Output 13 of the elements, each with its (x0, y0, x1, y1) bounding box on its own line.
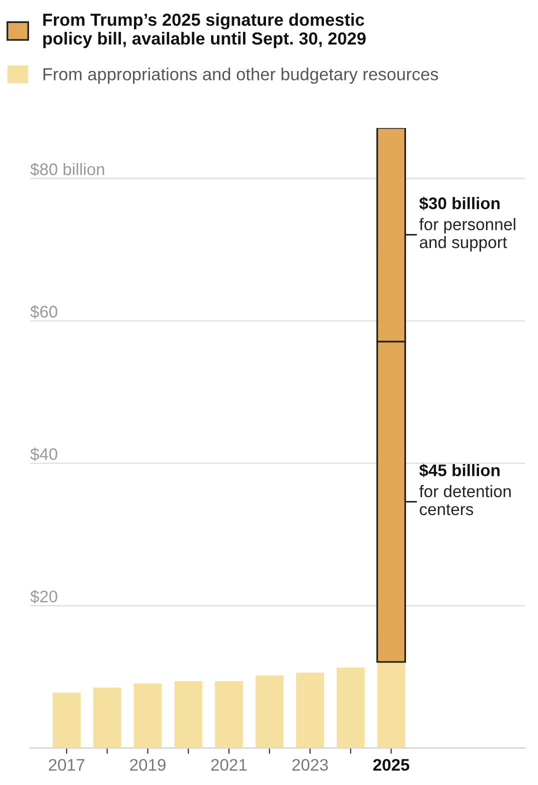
text: $45 billion for detention centers (419, 464, 511, 516)
x-tick-label: 2025 (373, 758, 410, 771)
x-tick-label: 2023 (292, 758, 328, 771)
legend-label: From appropriations and other budgetary resources (44, 68, 438, 84)
y-tick-label: $40 (30, 448, 58, 462)
text: $30 billion for personnel and support (419, 196, 516, 252)
x-tick-label: 2021 (211, 758, 247, 771)
x-tick-label: 2019 (130, 758, 166, 771)
x-tick-label: 2017 (48, 758, 84, 771)
legend-label: From Trump’s 2025 signature domestic policy bill, available until Sept. 30, 2029 (43, 13, 366, 48)
y-tick-label: $60 (30, 305, 58, 319)
y-tick-label: $20 (30, 590, 58, 604)
y-tick-label: $80 billion (30, 162, 104, 176)
